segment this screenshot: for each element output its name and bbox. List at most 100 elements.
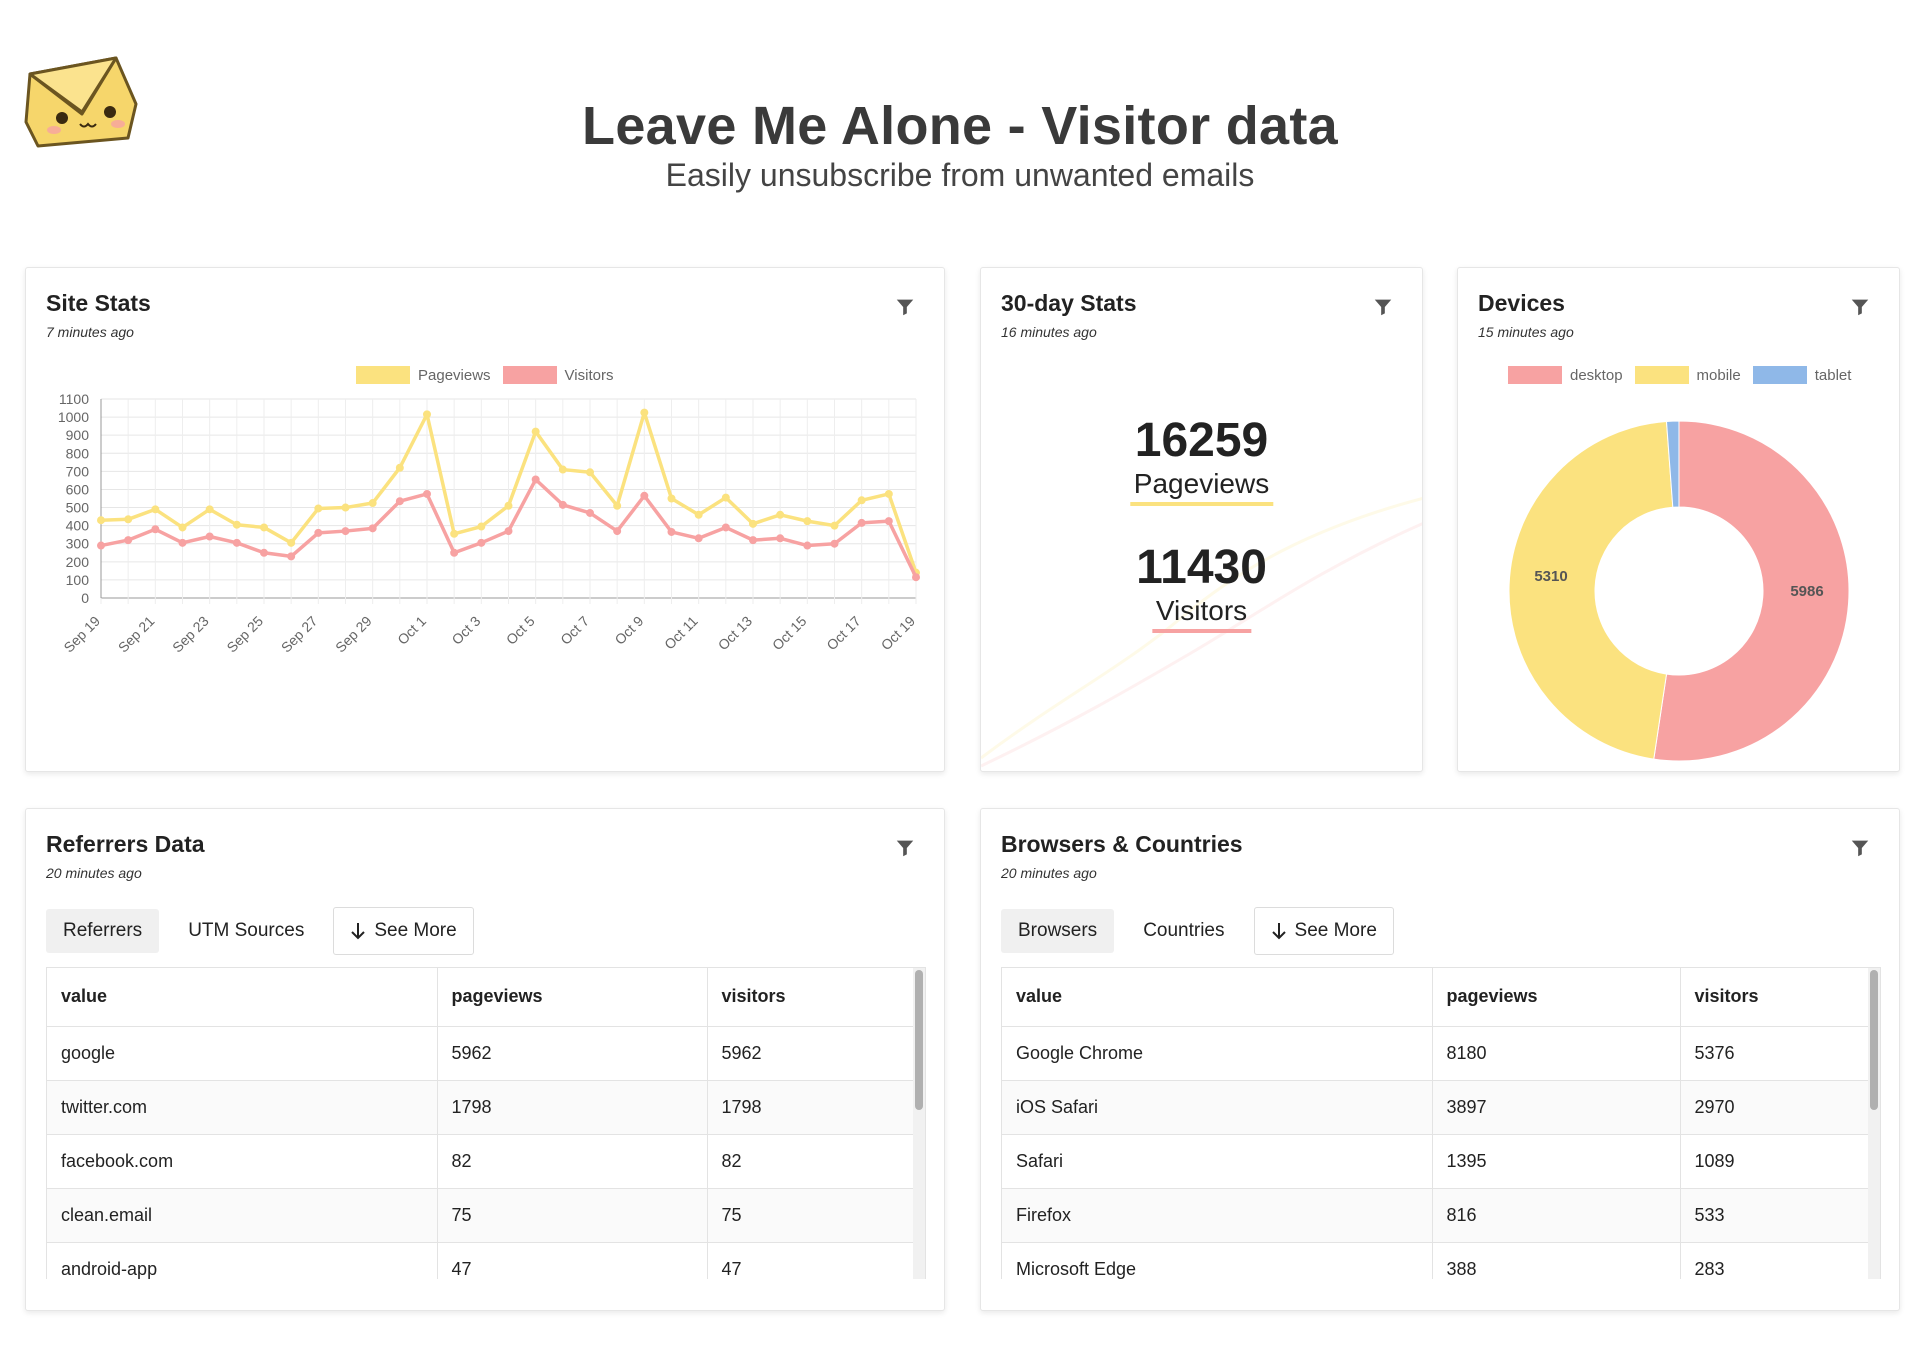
data-point-pageviews (205, 505, 214, 514)
data-point-visitors (260, 548, 268, 557)
see-more-button[interactable]: See More (333, 907, 474, 955)
cell-value: Safari (1002, 1134, 1433, 1189)
table-row[interactable]: android-app 47 47 (47, 1242, 925, 1279)
tab-utm-sources[interactable]: UTM Sources (188, 920, 305, 941)
chart-legend: Pageviews Visitors (356, 366, 625, 384)
table-row[interactable]: twitter.com 1798 1798 (47, 1080, 925, 1135)
data-point-visitors (613, 527, 622, 536)
tab-browsers[interactable]: Browsers (1001, 909, 1115, 953)
column-header-pageviews[interactable]: pageviews (437, 968, 708, 1027)
table-row[interactable]: facebook.com 82 82 (47, 1134, 925, 1189)
pageviews-label: Pageviews (1129, 468, 1274, 506)
legend-item-mobile[interactable]: mobile (1634, 366, 1741, 384)
data-point-visitors (232, 538, 241, 547)
x-tick-label: Oct 7 (557, 613, 592, 648)
x-tick-label: Oct 11 (661, 613, 701, 653)
x-tick-label: Sep 25 (223, 613, 266, 656)
cell-value: facebook.com (47, 1134, 438, 1189)
data-point-pageviews (368, 499, 377, 508)
data-point-pageviews (558, 465, 567, 474)
cell-value: google (47, 1026, 438, 1081)
column-header-visitors[interactable]: visitors (1680, 968, 1880, 1027)
filter-icon[interactable] (1849, 296, 1871, 318)
column-header-value[interactable]: value (47, 968, 438, 1027)
filter-icon[interactable] (894, 296, 916, 318)
filter-icon[interactable] (894, 837, 916, 859)
filter-icon[interactable] (1849, 837, 1871, 859)
column-header-pageviews[interactable]: pageviews (1432, 968, 1681, 1027)
data-point-pageviews (749, 519, 757, 528)
referrers-tabs: Referrers UTM Sources See More (46, 907, 474, 955)
see-more-label: See More (374, 920, 457, 941)
x-tick-label: Oct 19 (878, 613, 919, 654)
table-row[interactable]: google 5962 5962 (47, 1026, 925, 1081)
data-point-visitors (830, 539, 839, 548)
page-subtitle: Easily unsubscribe from unwanted emails (665, 157, 1255, 193)
page-title: Leave Me Alone - Visitor data (582, 96, 1338, 156)
data-point-visitors (803, 541, 812, 550)
data-point-visitors (857, 518, 866, 527)
data-point-pageviews (613, 501, 622, 510)
scrollbar-thumb[interactable] (1870, 970, 1878, 1110)
cell-value: Microsoft Edge (1002, 1242, 1433, 1279)
data-point-visitors (558, 500, 567, 509)
tab-referrers[interactable]: Referrers (46, 909, 160, 953)
table-row[interactable]: Google Chrome 8180 5376 (1002, 1026, 1880, 1081)
legend-item-pageviews[interactable]: Pageviews (356, 366, 491, 384)
y-tick-label: 500 (66, 500, 90, 516)
table-row[interactable]: Safari 1395 1089 (1002, 1134, 1880, 1189)
y-tick-label: 200 (66, 554, 90, 570)
data-point-visitors (884, 517, 893, 526)
table-row[interactable]: clean.email 75 75 (47, 1188, 925, 1243)
cell-pageviews: 82 (437, 1134, 708, 1189)
legend-item-tablet[interactable]: tablet (1752, 366, 1852, 384)
thirty-day-stats-card: 30-day Stats 16 minutes ago 16259 Pagevi… (980, 267, 1423, 772)
background-sparkline (981, 496, 1422, 768)
column-header-value[interactable]: value (1002, 968, 1433, 1027)
data-point-pageviews (884, 489, 893, 498)
y-tick-label: 100 (66, 572, 90, 588)
data-point-pageviews (477, 522, 486, 531)
legend-label: tablet (1814, 366, 1852, 384)
scrollbar-thumb[interactable] (915, 970, 923, 1110)
table-row[interactable]: Firefox 816 533 (1002, 1188, 1880, 1243)
data-point-pageviews (857, 496, 866, 505)
data-point-pageviews (287, 538, 296, 547)
data-point-pageviews (260, 523, 268, 532)
card-title: 30-day Stats (1001, 290, 1137, 316)
see-more-button[interactable]: See More (1253, 907, 1394, 955)
table-scrollbar[interactable] (1868, 968, 1880, 1279)
cell-value: Firefox (1002, 1188, 1433, 1243)
y-tick-label: 400 (66, 518, 90, 534)
data-point-visitors (912, 573, 920, 582)
tab-countries[interactable]: Countries (1143, 920, 1225, 941)
data-point-pageviews (640, 408, 649, 417)
data-point-visitors (776, 534, 785, 543)
x-tick-label: Oct 17 (823, 613, 864, 654)
data-point-visitors (477, 538, 486, 547)
data-point-pageviews (586, 468, 594, 477)
browsers-table: value pageviews visitors Google Chrome 81… (1001, 967, 1881, 1279)
column-header-visitors[interactable]: visitors (707, 968, 925, 1027)
chart-legend: desktop mobile tablet (1508, 366, 1863, 384)
cell-pageviews: 816 (1432, 1188, 1681, 1243)
data-point-visitors (694, 534, 703, 543)
table-row[interactable]: iOS Safari 3897 2970 (1002, 1080, 1880, 1135)
cell-visitors: 1798 (707, 1080, 925, 1135)
data-point-visitors (205, 532, 214, 541)
x-tick-label: Sep 23 (169, 613, 212, 656)
pageviews-count: 16259 (1134, 414, 1269, 467)
data-point-pageviews (232, 520, 241, 529)
data-point-visitors (151, 525, 160, 534)
data-point-pageviews (830, 521, 839, 530)
legend-item-desktop[interactable]: desktop (1508, 366, 1623, 384)
filter-icon[interactable] (1372, 296, 1394, 318)
table-scrollbar[interactable] (913, 968, 925, 1279)
table-row[interactable]: Microsoft Edge 388 283 (1002, 1242, 1880, 1279)
legend-item-visitors[interactable]: Visitors (502, 366, 613, 384)
data-point-pageviews (151, 505, 160, 514)
data-point-visitors (721, 523, 730, 532)
x-tick-label: Oct 15 (769, 613, 810, 654)
cell-value: clean.email (47, 1188, 438, 1243)
cell-visitors: 5376 (1680, 1026, 1880, 1081)
